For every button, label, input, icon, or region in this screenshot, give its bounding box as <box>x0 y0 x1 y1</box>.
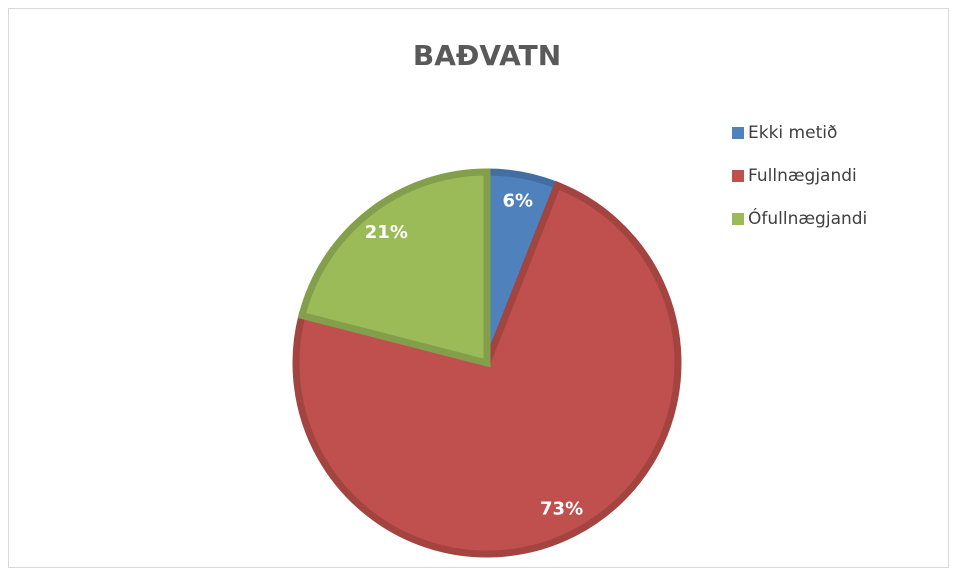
data-label: 73% <box>540 498 583 519</box>
data-label: 21% <box>365 222 408 243</box>
legend-swatch <box>732 170 744 182</box>
legend-label: Ófullnægjandi <box>748 207 867 229</box>
pie-slice <box>297 168 491 368</box>
legend-swatch <box>732 213 744 225</box>
pie-slice <box>292 180 682 558</box>
legend-swatch <box>732 127 744 139</box>
legend-label: Ekki metið <box>748 123 837 143</box>
legend-label: Fullnægjandi <box>748 166 857 186</box>
chart-title: BAÐVATN <box>413 39 561 72</box>
data-label: 6% <box>502 191 533 212</box>
